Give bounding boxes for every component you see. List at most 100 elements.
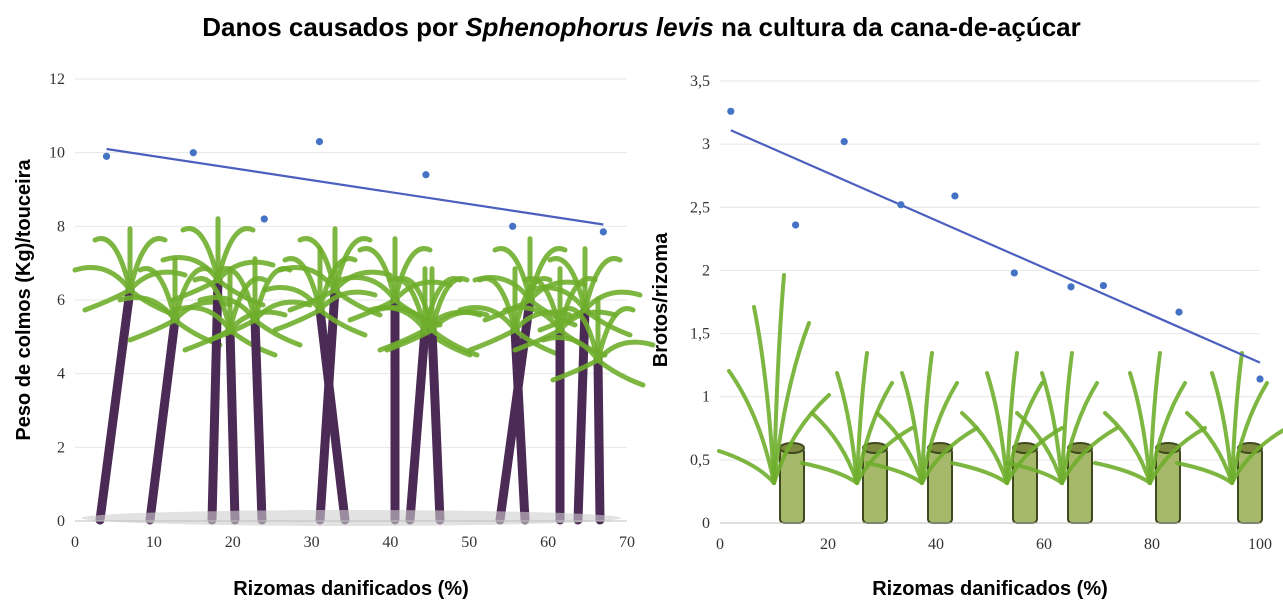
- y-tick-label: 6: [57, 292, 65, 309]
- sprout-leaf: [1148, 351, 1162, 485]
- cane-leaf: [595, 357, 646, 388]
- cane-leaf: [467, 327, 518, 353]
- x-tick-label: 20: [820, 536, 836, 553]
- data-point: [1010, 269, 1018, 277]
- x-tick-label: 60: [540, 534, 556, 551]
- x-tick-label: 60: [1036, 536, 1052, 553]
- chart-title: Danos causados por Sphenophorus levis na…: [0, 12, 1283, 43]
- cane-leaf: [540, 335, 601, 363]
- cane-stalk: [225, 325, 240, 525]
- data-point: [897, 201, 905, 209]
- sprout-leaf: [835, 371, 859, 485]
- x-tick-label: 80: [1144, 536, 1160, 553]
- sprout-leaf: [1005, 351, 1019, 485]
- trendline: [730, 129, 1261, 364]
- cane-leaf: [429, 276, 470, 333]
- x-axis-label: Rizomas danificados (%): [233, 578, 469, 600]
- x-tick-label: 10: [146, 534, 162, 551]
- sprout-leaf: [800, 461, 859, 485]
- rhizome-sprouts-icon: [717, 273, 1283, 524]
- cane-leaf: [560, 306, 601, 363]
- sprout-leaf: [855, 426, 914, 485]
- cane-leaf: [277, 265, 338, 293]
- cane-leaf: [282, 256, 323, 313]
- cane-leaf: [547, 256, 588, 313]
- x-tick-label: 40: [382, 534, 398, 551]
- y-tick-label: 0: [702, 515, 710, 532]
- cane-leaf: [170, 277, 221, 303]
- cane-leaf: [317, 289, 378, 313]
- cane-leaf: [92, 236, 133, 293]
- sprout-leaf: [1060, 426, 1119, 485]
- y-axis-label: Brotos/rizoma: [650, 232, 672, 367]
- data-point: [260, 215, 268, 223]
- x-tick-label: 40: [928, 536, 944, 553]
- sprout-leaf: [920, 351, 934, 485]
- cane-leaf: [332, 269, 393, 293]
- y-tick-label: 2: [702, 262, 710, 279]
- cane-leaf: [215, 259, 276, 283]
- x-tick-label: 30: [304, 534, 320, 551]
- y-tick-label: 12: [49, 71, 65, 88]
- sprout-leaf: [810, 411, 859, 485]
- sprout-leaf: [985, 371, 1009, 485]
- cane-leaf: [172, 305, 233, 333]
- sprout-leaf: [1005, 461, 1064, 485]
- sprout-leaf: [920, 381, 959, 485]
- sprout-leaf: [752, 305, 776, 485]
- data-point: [951, 192, 959, 200]
- x-tick-label: 100: [1248, 536, 1272, 553]
- cane-leaf: [127, 317, 178, 343]
- sprout-leaf: [727, 369, 776, 485]
- sprout-leaf: [1148, 426, 1207, 485]
- y-tick-label: 4: [57, 366, 65, 383]
- data-point: [509, 222, 517, 230]
- cane-stalks-icon: [72, 216, 656, 526]
- x-axis-label: Rizomas danificados (%): [872, 578, 1108, 600]
- y-tick-label: 2: [57, 439, 65, 456]
- cane-leaf: [192, 276, 233, 333]
- cane-leaf: [477, 276, 518, 333]
- sprout-leaf: [717, 449, 776, 485]
- data-point: [1099, 281, 1107, 290]
- y-tick-label: 0: [57, 513, 65, 530]
- sprout-leaf: [1185, 411, 1234, 485]
- sprout-leaf: [920, 426, 979, 485]
- cane-stalk: [250, 315, 267, 525]
- sprout-leaf: [1060, 381, 1099, 485]
- trendline: [106, 147, 604, 226]
- sprout-leaf: [772, 321, 811, 485]
- cane-leaf: [252, 317, 303, 348]
- cane-leaf: [137, 266, 178, 323]
- sprout-leaf: [1005, 381, 1044, 485]
- cane-leaf: [429, 327, 480, 358]
- y-tick-label: 3: [702, 136, 710, 153]
- ground-shadow: [81, 510, 621, 526]
- cane-stalk: [207, 275, 223, 525]
- sprout-leaf: [1093, 461, 1152, 485]
- data-point: [422, 171, 430, 179]
- cane-leaf: [429, 309, 490, 333]
- y-tick-label: 1,5: [690, 326, 710, 343]
- cane-stalk: [95, 285, 135, 525]
- title-species: Sphenophorus levis: [465, 12, 714, 42]
- cane-leaf: [317, 307, 368, 338]
- cane-leaf: [332, 287, 383, 318]
- cane-stalk: [427, 325, 445, 525]
- data-point: [1256, 375, 1264, 383]
- cane-leaf: [72, 265, 133, 293]
- cane-leaf: [377, 327, 428, 353]
- data-point: [727, 107, 735, 115]
- y-tick-label: 1: [702, 389, 710, 406]
- data-point: [599, 228, 607, 236]
- sprout-leaf: [1103, 411, 1152, 485]
- cane-leaf: [374, 305, 435, 333]
- cane-stalk: [510, 325, 530, 525]
- cane-leaf: [317, 256, 358, 313]
- data-point: [1067, 283, 1075, 291]
- x-tick-label: 20: [225, 534, 241, 551]
- y-axis-label: Peso de colmos (Kg)/touceira: [13, 159, 35, 441]
- data-point: [1175, 308, 1183, 316]
- x-tick-label: 0: [716, 536, 724, 553]
- sprout-leaf: [950, 461, 1009, 485]
